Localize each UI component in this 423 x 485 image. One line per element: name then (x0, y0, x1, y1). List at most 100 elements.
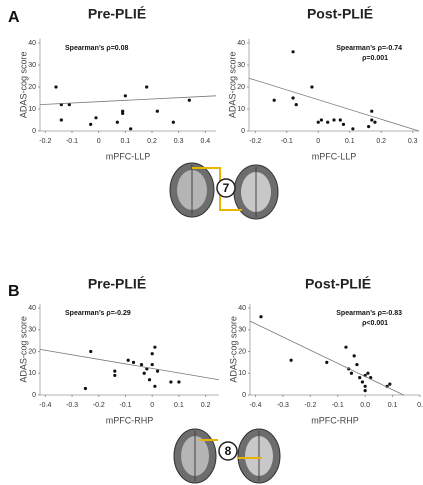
panel-label: B (8, 283, 20, 300)
point (388, 383, 391, 386)
annotation: Spearman’s ρ=-0.74 (336, 45, 402, 52)
point (54, 85, 57, 88)
chart-title: Post-PLIÉ (307, 6, 373, 22)
point (326, 121, 329, 124)
point (370, 110, 373, 113)
y-tick-label: 20 (28, 84, 36, 91)
point (358, 376, 361, 379)
x-tick-label: 0. (417, 402, 423, 409)
point (259, 315, 262, 318)
point (156, 110, 159, 113)
x-tick-label: 0 (316, 138, 320, 145)
point (145, 85, 148, 88)
x-tick-label: 0.3 (408, 138, 418, 145)
y-tick-label: 30 (238, 327, 246, 334)
point (148, 378, 151, 381)
chart-title: Pre-PLIÉ (88, 276, 146, 292)
y-tick-label: 30 (237, 62, 245, 69)
y-tick-label: 0 (241, 128, 245, 135)
annotation: Spearman’s ρ=0.08 (65, 45, 129, 52)
x-tick-label: 0.1 (345, 138, 355, 145)
y-tick-label: 40 (237, 40, 245, 47)
x-tick-label: 0 (97, 138, 101, 145)
point (370, 118, 373, 121)
point (339, 118, 342, 121)
point (89, 350, 92, 353)
point (317, 121, 320, 124)
y-tick-label: 20 (28, 348, 36, 355)
y-axis-label: ADAS-cog score (228, 316, 238, 383)
point (151, 363, 154, 366)
y-axis-label: ADAS-cog score (227, 52, 237, 119)
x-tick-label: 0.4 (200, 138, 210, 145)
point (177, 380, 180, 383)
x-axis-label: mPFC-RHP (106, 415, 154, 425)
y-tick-label: 40 (28, 40, 36, 47)
point (332, 118, 335, 121)
point (291, 50, 294, 53)
point (169, 380, 172, 383)
x-tick-label: 0.2 (201, 402, 211, 409)
chart-title: Post-PLIÉ (305, 276, 371, 292)
point (60, 118, 63, 121)
point (188, 99, 191, 102)
x-tick-label: 0.2 (376, 138, 386, 145)
y-tick-label: 0 (32, 392, 36, 399)
point (295, 103, 298, 106)
point (351, 127, 354, 130)
point (290, 359, 293, 362)
connection-label: 8 (225, 444, 232, 458)
point (172, 121, 175, 124)
point (153, 385, 156, 388)
x-axis-label: mPFC-RHP (311, 415, 359, 425)
y-tick-label: 0 (32, 128, 36, 135)
y-tick-label: 20 (238, 348, 246, 355)
y-axis-label: ADAS-cog score (18, 316, 28, 383)
fit-line (249, 78, 419, 131)
y-tick-label: 30 (28, 327, 36, 334)
figure: A B 7 8 Pre-PLIÉ010203040-0.2-0.100.10.2… (0, 0, 423, 485)
point (350, 372, 353, 375)
point (273, 99, 276, 102)
point (116, 121, 119, 124)
y-tick-label: 0 (242, 392, 246, 399)
point (113, 374, 116, 377)
point (325, 361, 328, 364)
x-tick-label: -0.1 (332, 402, 344, 409)
point (367, 125, 370, 128)
fit-line (40, 349, 219, 379)
x-tick-label: 0.2 (147, 138, 157, 145)
point (364, 385, 367, 388)
y-tick-label: 40 (238, 305, 246, 312)
x-tick-label: -0.2 (249, 138, 261, 145)
point (140, 363, 143, 366)
y-tick-label: 40 (28, 305, 36, 312)
x-tick-label: -0.1 (66, 138, 78, 145)
point (364, 389, 367, 392)
x-tick-label: -0.1 (119, 402, 131, 409)
x-tick-label: -0.4 (249, 402, 261, 409)
point (129, 127, 132, 130)
annotation: Spearman’s ρ=-0.83 (336, 310, 402, 317)
x-tick-label: -0.3 (66, 402, 78, 409)
x-tick-label: 0.3 (174, 138, 184, 145)
point (151, 352, 154, 355)
x-tick-label: 0 (150, 402, 154, 409)
point (355, 363, 358, 366)
annotation: ρ<0.001 (362, 320, 388, 327)
point (342, 123, 345, 126)
x-tick-label: -0.3 (277, 402, 289, 409)
x-tick-label: -0.2 (39, 138, 51, 145)
annotation: Spearman’s ρ=-0.29 (65, 310, 131, 317)
point (156, 369, 159, 372)
point (84, 387, 87, 390)
chart-title: Pre-PLIÉ (88, 6, 146, 22)
x-axis-label: mPFC-LLP (312, 151, 357, 161)
point (320, 118, 323, 121)
point (113, 369, 116, 372)
y-tick-label: 30 (28, 62, 36, 69)
point (124, 94, 127, 97)
y-tick-label: 20 (237, 84, 245, 91)
y-tick-label: 10 (237, 106, 245, 113)
x-tick-label: -0.2 (304, 402, 316, 409)
